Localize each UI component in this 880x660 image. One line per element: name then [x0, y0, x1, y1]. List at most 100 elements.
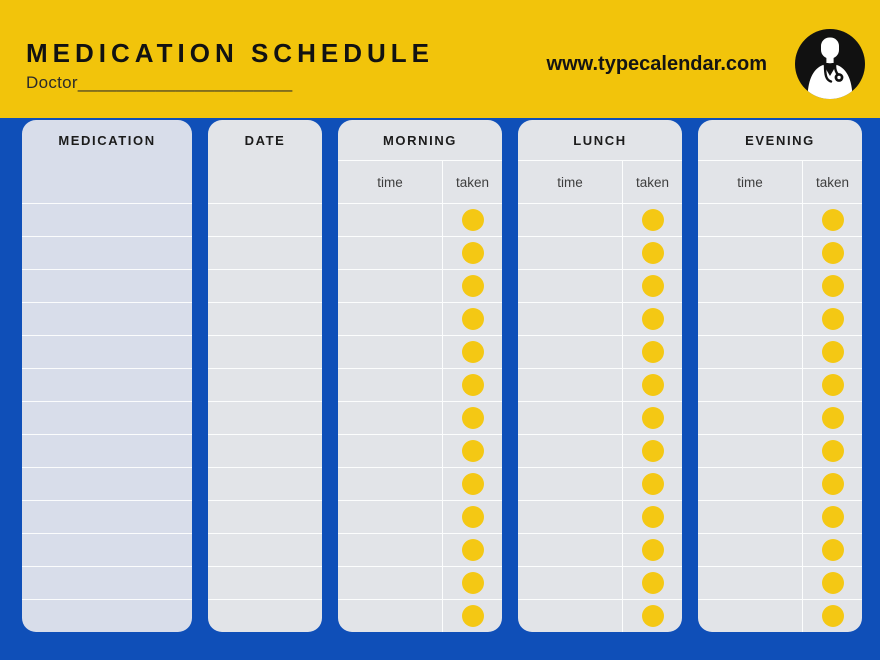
- table-row[interactable]: [22, 203, 192, 236]
- taken-dot[interactable]: [641, 341, 664, 363]
- table-row[interactable]: [208, 269, 322, 302]
- table-row[interactable]: [698, 368, 862, 401]
- time-cell[interactable]: [338, 204, 443, 236]
- taken-cell[interactable]: [443, 369, 502, 401]
- table-row[interactable]: [22, 302, 192, 335]
- time-cell[interactable]: [338, 600, 443, 632]
- time-cell[interactable]: [698, 204, 803, 236]
- taken-dot[interactable]: [641, 242, 664, 264]
- taken-dot[interactable]: [641, 407, 664, 429]
- doctor-field[interactable]: Doctor______________________: [26, 73, 293, 92]
- table-row[interactable]: [518, 269, 682, 302]
- taken-dot[interactable]: [461, 572, 484, 594]
- taken-cell[interactable]: [623, 303, 682, 335]
- time-cell[interactable]: [698, 534, 803, 566]
- time-cell[interactable]: [698, 303, 803, 335]
- table-row[interactable]: [338, 566, 502, 599]
- time-cell[interactable]: [698, 369, 803, 401]
- table-row[interactable]: [208, 335, 322, 368]
- table-row[interactable]: [698, 236, 862, 269]
- taken-cell[interactable]: [623, 468, 682, 500]
- table-row[interactable]: [22, 236, 192, 269]
- time-cell[interactable]: [518, 501, 623, 533]
- table-row[interactable]: [338, 236, 502, 269]
- time-cell[interactable]: [518, 435, 623, 467]
- time-cell[interactable]: [338, 402, 443, 434]
- time-cell[interactable]: [698, 567, 803, 599]
- table-row[interactable]: [22, 269, 192, 302]
- time-cell[interactable]: [338, 303, 443, 335]
- table-row[interactable]: [22, 533, 192, 566]
- table-row[interactable]: [698, 467, 862, 500]
- taken-cell[interactable]: [443, 270, 502, 302]
- taken-cell[interactable]: [443, 303, 502, 335]
- taken-dot[interactable]: [641, 308, 664, 330]
- taken-dot[interactable]: [641, 605, 664, 627]
- taken-dot[interactable]: [641, 440, 664, 462]
- table-row[interactable]: [338, 434, 502, 467]
- taken-cell[interactable]: [623, 600, 682, 632]
- taken-dot[interactable]: [821, 242, 844, 264]
- table-row[interactable]: [698, 269, 862, 302]
- table-row[interactable]: [338, 467, 502, 500]
- taken-cell[interactable]: [623, 534, 682, 566]
- time-cell[interactable]: [698, 270, 803, 302]
- taken-cell[interactable]: [803, 336, 862, 368]
- taken-cell[interactable]: [623, 435, 682, 467]
- taken-dot[interactable]: [641, 209, 664, 231]
- taken-cell[interactable]: [443, 567, 502, 599]
- time-cell[interactable]: [518, 237, 623, 269]
- table-row[interactable]: [518, 434, 682, 467]
- taken-cell[interactable]: [803, 402, 862, 434]
- table-row[interactable]: [698, 566, 862, 599]
- time-cell[interactable]: [338, 435, 443, 467]
- taken-cell[interactable]: [803, 204, 862, 236]
- table-row[interactable]: [22, 434, 192, 467]
- taken-cell[interactable]: [443, 534, 502, 566]
- time-cell[interactable]: [518, 204, 623, 236]
- time-cell[interactable]: [338, 501, 443, 533]
- time-cell[interactable]: [338, 534, 443, 566]
- taken-dot[interactable]: [821, 407, 844, 429]
- time-cell[interactable]: [338, 567, 443, 599]
- table-row[interactable]: [208, 533, 322, 566]
- time-cell[interactable]: [698, 435, 803, 467]
- time-cell[interactable]: [518, 270, 623, 302]
- table-row[interactable]: [338, 269, 502, 302]
- table-row[interactable]: [208, 599, 322, 632]
- table-row[interactable]: [518, 302, 682, 335]
- table-row[interactable]: [518, 335, 682, 368]
- taken-cell[interactable]: [443, 468, 502, 500]
- table-row[interactable]: [208, 500, 322, 533]
- taken-cell[interactable]: [623, 237, 682, 269]
- time-cell[interactable]: [338, 468, 443, 500]
- table-row[interactable]: [22, 335, 192, 368]
- table-row[interactable]: [208, 467, 322, 500]
- table-row[interactable]: [22, 566, 192, 599]
- table-row[interactable]: [22, 368, 192, 401]
- table-row[interactable]: [698, 434, 862, 467]
- table-row[interactable]: [338, 500, 502, 533]
- taken-dot[interactable]: [821, 605, 844, 627]
- table-row[interactable]: [698, 302, 862, 335]
- table-row[interactable]: [338, 302, 502, 335]
- taken-cell[interactable]: [803, 237, 862, 269]
- table-row[interactable]: [698, 203, 862, 236]
- taken-dot[interactable]: [821, 341, 844, 363]
- table-row[interactable]: [338, 401, 502, 434]
- taken-dot[interactable]: [461, 539, 484, 561]
- table-row[interactable]: [698, 599, 862, 632]
- taken-cell[interactable]: [443, 204, 502, 236]
- taken-cell[interactable]: [803, 270, 862, 302]
- taken-dot[interactable]: [461, 440, 484, 462]
- taken-dot[interactable]: [461, 242, 484, 264]
- table-row[interactable]: [698, 533, 862, 566]
- taken-dot[interactable]: [641, 506, 664, 528]
- taken-cell[interactable]: [623, 270, 682, 302]
- table-row[interactable]: [208, 566, 322, 599]
- time-cell[interactable]: [518, 534, 623, 566]
- table-row[interactable]: [338, 335, 502, 368]
- taken-dot[interactable]: [821, 473, 844, 495]
- time-cell[interactable]: [698, 402, 803, 434]
- time-cell[interactable]: [518, 567, 623, 599]
